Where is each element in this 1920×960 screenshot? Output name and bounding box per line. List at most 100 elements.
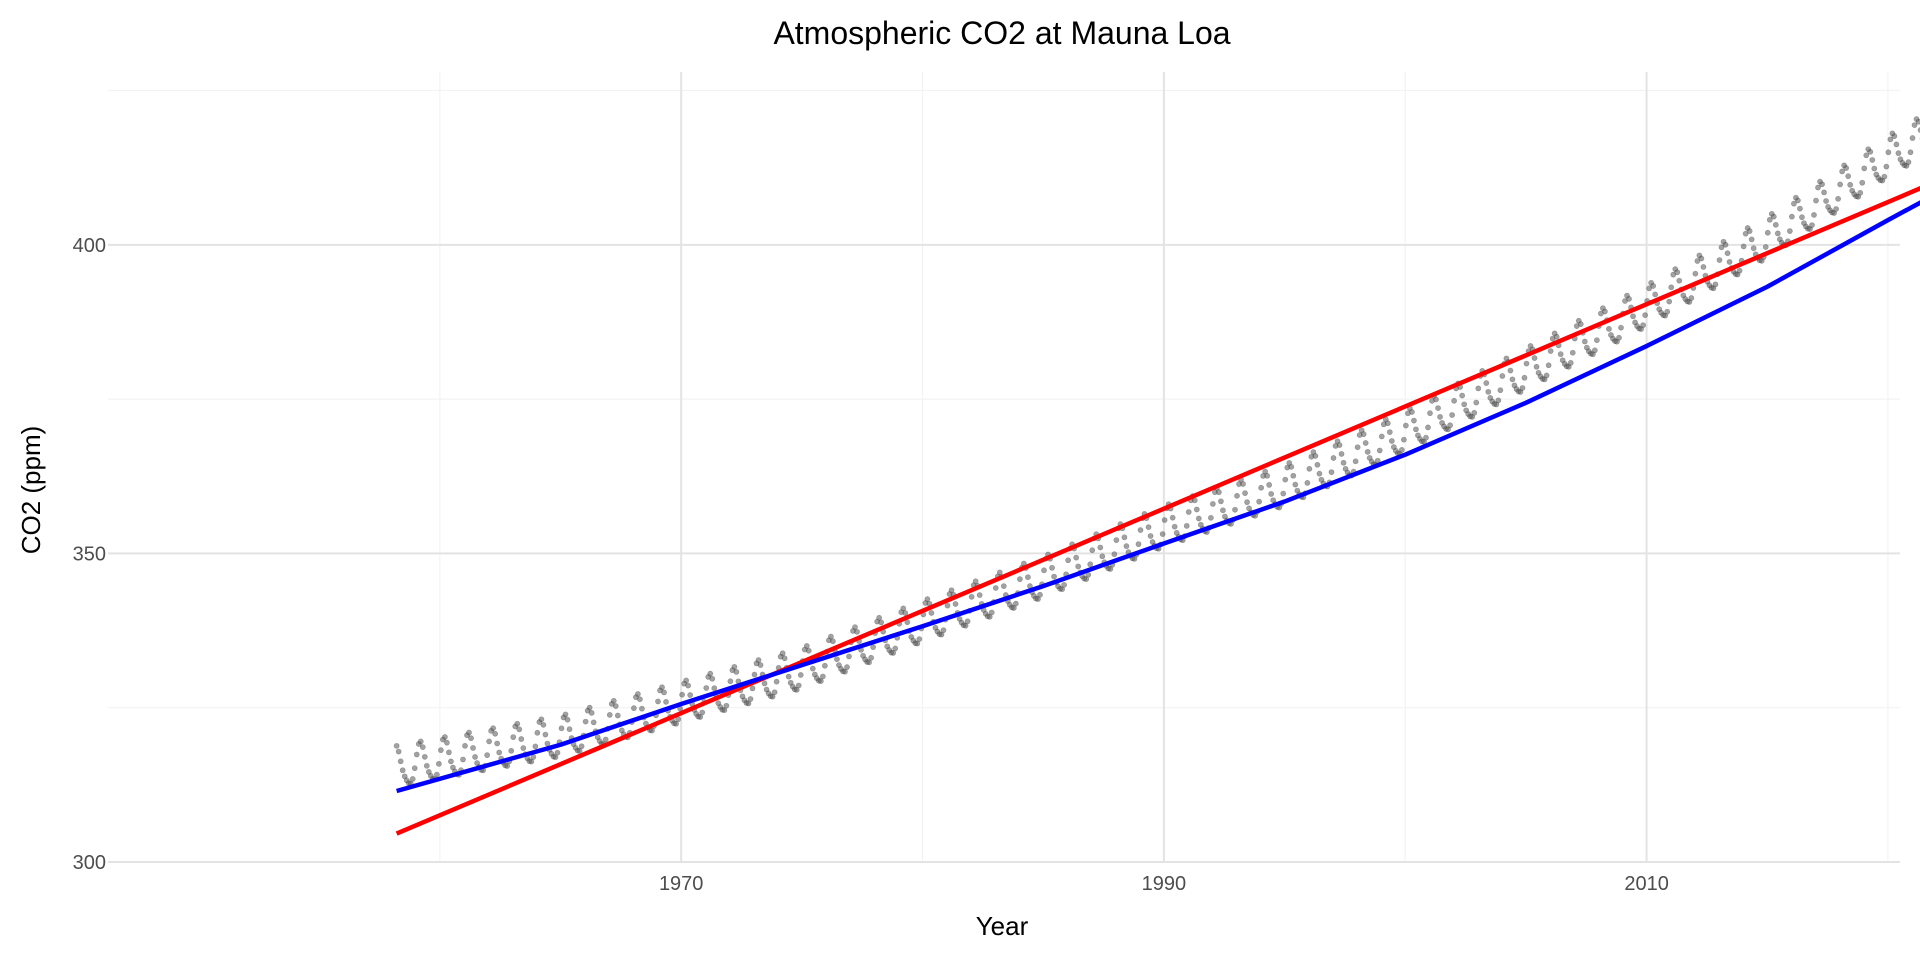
quadratic-fit-line: [396, 200, 1920, 794]
observation-point: [590, 719, 597, 726]
observation-point: [1266, 482, 1273, 488]
observation-point: [1917, 127, 1920, 133]
observation-point: [1171, 523, 1178, 530]
observation-point: [1413, 426, 1419, 433]
observation-point: [1475, 385, 1482, 392]
observation-point: [876, 614, 883, 621]
observation-point: [639, 705, 645, 712]
observation-point: [612, 703, 619, 709]
observation-point: [630, 705, 637, 712]
observation-point: [1183, 522, 1190, 529]
observation-point: [781, 655, 788, 662]
observation-point: [747, 696, 754, 702]
observation-point: [1813, 197, 1819, 204]
observation-point: [1652, 291, 1659, 298]
observation-point: [1099, 553, 1106, 560]
observation-point: [1694, 258, 1701, 264]
observation-point: [462, 742, 468, 749]
observation-point: [1843, 165, 1850, 171]
observation-point: [844, 664, 850, 671]
observation-point: [413, 751, 420, 758]
observation-point: [1833, 206, 1840, 212]
observation-point: [492, 730, 499, 737]
observation-point: [1869, 157, 1876, 163]
observation-point: [1051, 573, 1057, 580]
observation-point: [1097, 544, 1104, 551]
observation-point: [1726, 259, 1733, 265]
x-tick-label: 1990: [1142, 873, 1187, 895]
observation-point: [834, 656, 840, 663]
observation-point: [484, 752, 491, 759]
observation-point: [1616, 334, 1622, 341]
observation-point: [1863, 152, 1870, 159]
observation-point: [411, 765, 418, 772]
observation-point: [1065, 557, 1072, 564]
observation-point: [1497, 387, 1504, 394]
observation-point: [1692, 270, 1699, 277]
observation-point: [1762, 244, 1769, 250]
observation-point: [486, 738, 493, 745]
observation-point: [996, 569, 1003, 576]
observation-point: [1799, 214, 1805, 221]
observation-point: [1819, 181, 1825, 188]
observation-point: [1786, 228, 1793, 234]
observation-point: [968, 593, 975, 600]
observation-point: [972, 578, 979, 585]
observation-point: [661, 689, 667, 696]
observation-point: [1835, 195, 1842, 202]
observation-point: [1577, 321, 1584, 328]
observation-point: [711, 685, 718, 692]
observation-point: [1640, 322, 1647, 329]
observation-point: [586, 704, 593, 711]
observation-point: [1557, 351, 1564, 358]
observation-point: [1282, 476, 1289, 483]
observation-point: [1113, 537, 1120, 544]
observation-point: [1459, 392, 1466, 399]
observation-point: [697, 714, 704, 720]
observation-point: [723, 702, 730, 709]
observation-point: [655, 698, 661, 705]
observation-point: [854, 628, 860, 635]
observation-point: [1698, 255, 1705, 262]
observation-point: [1543, 372, 1550, 379]
observation-point: [1451, 397, 1458, 404]
observation-point: [1159, 531, 1166, 537]
observation-point: [1232, 506, 1238, 513]
observation-point: [494, 740, 501, 747]
observation-point: [1602, 308, 1608, 315]
observation-point: [1676, 277, 1683, 284]
observation-point: [1883, 163, 1890, 170]
observation-point: [490, 725, 497, 732]
observation-point: [1670, 271, 1677, 278]
observation-point: [1328, 469, 1335, 476]
observation-point: [964, 618, 971, 625]
observation-point: [610, 697, 617, 704]
observation-point: [1907, 149, 1914, 156]
observation-point: [1264, 472, 1271, 479]
observation-point: [878, 619, 885, 626]
observation-point: [1427, 410, 1433, 417]
observation-point: [699, 709, 706, 716]
observation-point: [1815, 184, 1821, 191]
observation-point: [1161, 517, 1168, 523]
observation-point: [1473, 399, 1480, 406]
observation-point: [1483, 380, 1490, 386]
observation-point: [1398, 447, 1405, 453]
observation-point: [1447, 422, 1454, 429]
observation-point: [588, 709, 595, 716]
observation-point: [1867, 148, 1874, 155]
observation-point: [1545, 362, 1552, 369]
observation-point: [1664, 308, 1671, 315]
observation-point: [1909, 135, 1916, 141]
observation-point: [1137, 527, 1144, 533]
observation-point: [1668, 284, 1675, 291]
observation-point: [466, 729, 472, 736]
observation-point: [1220, 507, 1226, 514]
observation-point: [1400, 436, 1407, 443]
observation-point: [890, 650, 897, 656]
observation-point: [1433, 396, 1439, 403]
observation-point: [761, 680, 768, 687]
observation-point: [940, 627, 947, 634]
observation-point: [809, 665, 816, 672]
observation-point: [602, 736, 609, 743]
